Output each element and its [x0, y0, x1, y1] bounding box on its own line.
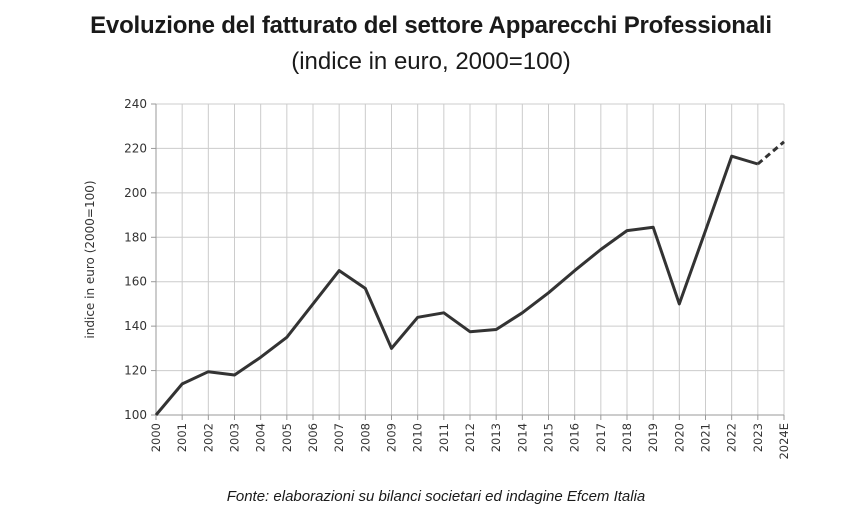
x-tick-label-2004: 2004	[254, 423, 268, 452]
x-tick-label-2009: 2009	[385, 423, 399, 452]
x-axis-ticks: 2000 2001 2002 2003 2004 2005 2006 2007 2008 2009…	[149, 423, 791, 460]
series-group	[154, 140, 785, 416]
series-line-fatturato	[154, 154, 759, 416]
x-tick-label-2015: 2015	[542, 423, 556, 452]
x-tick-label-2006: 2006	[306, 423, 320, 452]
x-tick-label-2011: 2011	[437, 423, 451, 452]
y-tick-label-140: 140	[124, 319, 147, 333]
source-note: Fonte: elaborazioni su bilanci societari…	[226, 488, 646, 505]
y-tick-label-240: 240	[124, 97, 147, 111]
y-axis-ticks: 100 120 140 160 180 200 220 240	[124, 97, 147, 422]
x-tick-label-2016: 2016	[568, 423, 582, 452]
y-tick-label-160: 160	[124, 275, 147, 289]
x-tick-label-2017: 2017	[594, 423, 608, 452]
x-tick-label-2013: 2013	[489, 423, 503, 452]
series-line-stima-2024	[756, 140, 785, 166]
grid-lines	[155, 103, 785, 416]
x-tick-label-2019: 2019	[646, 423, 660, 452]
x-tick-label-2014: 2014	[515, 423, 529, 452]
x-tick-label-2008: 2008	[358, 423, 372, 452]
chart-title: Evoluzione del fatturato del settore App…	[90, 12, 772, 39]
y-tick-label-100: 100	[124, 408, 147, 422]
x-tick-label-2003: 2003	[228, 423, 242, 452]
y-tick-label-120: 120	[124, 364, 147, 378]
x-tick-label-2021: 2021	[699, 423, 713, 452]
x-tick-label-2010: 2010	[411, 423, 425, 452]
x-tick-label-2022: 2022	[725, 423, 739, 452]
x-tick-label-2001: 2001	[175, 423, 189, 452]
x-tick-label-2005: 2005	[280, 423, 294, 452]
x-tick-label-2002: 2002	[201, 423, 215, 452]
x-tick-label-2000: 2000	[149, 423, 163, 452]
y-tick-label-200: 200	[124, 186, 147, 200]
chart-subtitle: (indice in euro, 2000=100)	[291, 48, 571, 75]
x-tick-label-2012: 2012	[463, 423, 477, 452]
x-tick-label-2020: 2020	[672, 423, 686, 452]
x-tick-label-2007: 2007	[332, 423, 346, 452]
x-tick-label-2023: 2023	[751, 423, 765, 452]
x-tick-label-2024E: 2024E	[777, 423, 791, 460]
axes	[151, 103, 785, 420]
y-tick-label-220: 220	[124, 141, 147, 155]
x-tick-label-2018: 2018	[620, 423, 634, 452]
y-tick-label-180: 180	[124, 230, 147, 244]
y-axis-label: indice in euro (2000=100)	[83, 180, 97, 338]
